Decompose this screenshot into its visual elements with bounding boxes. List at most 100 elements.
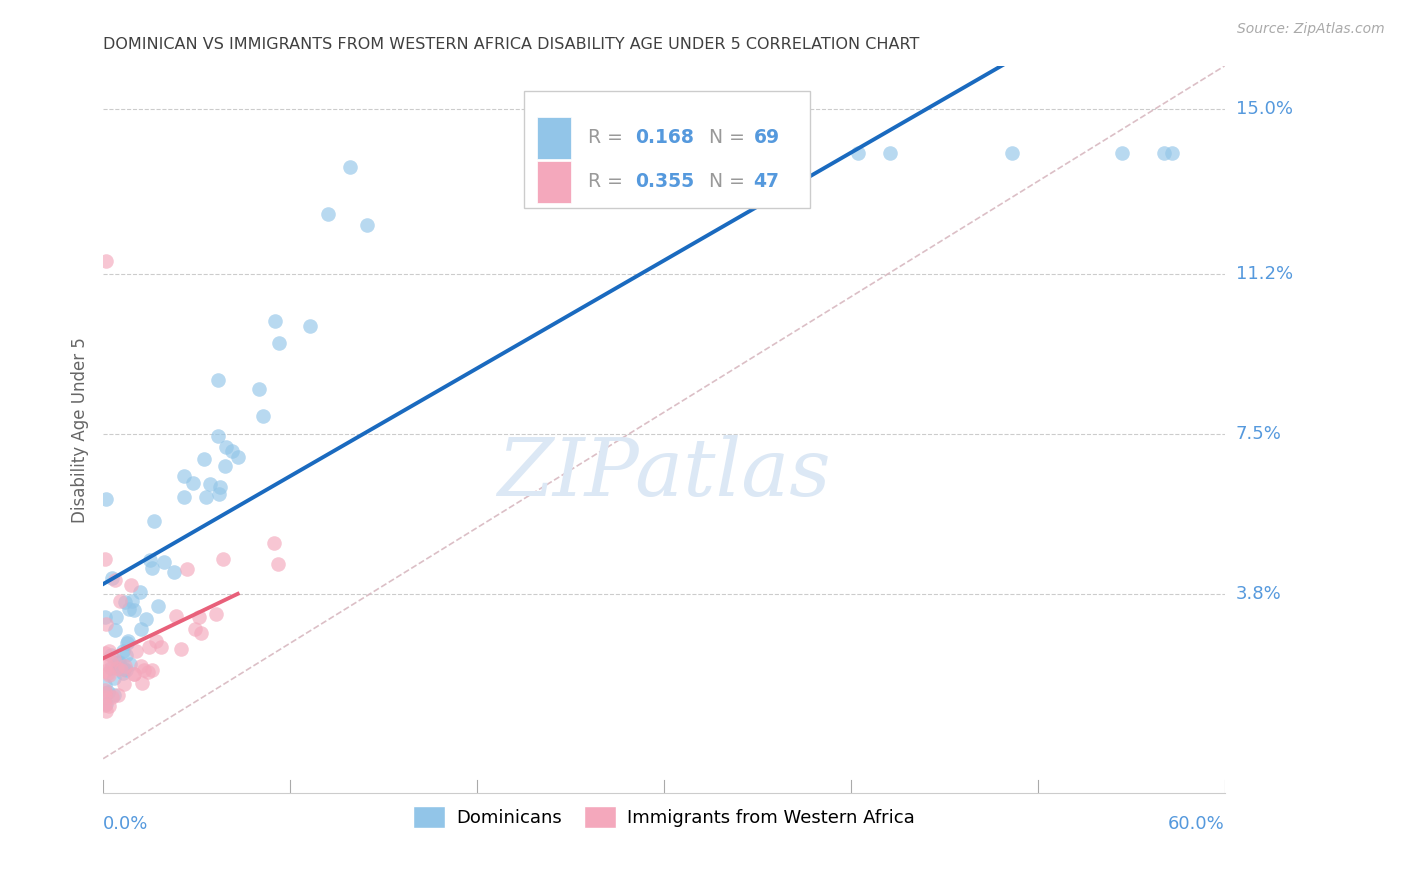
Point bbox=[94, 686, 117, 700]
Text: 47: 47 bbox=[754, 172, 779, 191]
Bar bbox=[537, 161, 571, 202]
Point bbox=[115, 636, 138, 650]
Point bbox=[215, 440, 238, 454]
Text: 7.5%: 7.5% bbox=[1236, 425, 1282, 443]
Point bbox=[135, 612, 157, 626]
Point bbox=[94, 690, 117, 705]
Point bbox=[176, 562, 198, 576]
Point bbox=[267, 335, 290, 350]
Point bbox=[356, 218, 378, 232]
Point bbox=[209, 480, 232, 494]
Point bbox=[264, 313, 287, 327]
Point bbox=[247, 383, 270, 397]
Point bbox=[100, 661, 122, 675]
Point bbox=[103, 651, 125, 665]
Text: DOMINICAN VS IMMIGRANTS FROM WESTERN AFRICA DISABILITY AGE UNDER 5 CORRELATION C: DOMINICAN VS IMMIGRANTS FROM WESTERN AFR… bbox=[103, 37, 920, 53]
Point bbox=[112, 662, 135, 676]
Point bbox=[94, 551, 117, 566]
Text: 0.0%: 0.0% bbox=[103, 815, 149, 833]
Point bbox=[187, 610, 209, 624]
Point bbox=[163, 566, 186, 580]
Point bbox=[541, 145, 564, 160]
Point bbox=[107, 656, 129, 670]
Point bbox=[848, 145, 870, 160]
Point bbox=[118, 657, 141, 671]
Text: 0.168: 0.168 bbox=[634, 128, 693, 147]
Point bbox=[146, 599, 169, 613]
Point bbox=[193, 451, 215, 466]
Point bbox=[94, 657, 117, 671]
Point bbox=[1153, 145, 1175, 160]
Point bbox=[138, 640, 160, 655]
Text: 3.8%: 3.8% bbox=[1236, 585, 1281, 603]
Point bbox=[100, 655, 122, 669]
Point bbox=[879, 145, 901, 160]
Point bbox=[132, 663, 155, 677]
Point bbox=[1161, 145, 1184, 160]
Point bbox=[195, 490, 218, 504]
Point bbox=[252, 409, 274, 423]
Point bbox=[131, 675, 153, 690]
Text: R =: R = bbox=[588, 128, 628, 147]
Point bbox=[131, 622, 153, 636]
Y-axis label: Disability Age Under 5: Disability Age Under 5 bbox=[72, 336, 89, 523]
Point bbox=[610, 145, 633, 160]
Point bbox=[94, 491, 117, 506]
Point bbox=[98, 699, 121, 714]
Point bbox=[114, 663, 136, 677]
Point bbox=[104, 574, 127, 588]
Point bbox=[107, 660, 129, 674]
Point bbox=[212, 552, 235, 566]
Point bbox=[267, 557, 290, 571]
Point bbox=[94, 704, 117, 718]
Point bbox=[100, 648, 122, 662]
Legend: Dominicans, Immigrants from Western Africa: Dominicans, Immigrants from Western Afri… bbox=[406, 798, 922, 835]
Point bbox=[263, 536, 285, 550]
Point bbox=[122, 602, 145, 616]
Point bbox=[111, 666, 134, 681]
Point bbox=[122, 667, 145, 681]
Point bbox=[104, 610, 127, 624]
Point bbox=[153, 555, 176, 569]
Point bbox=[94, 682, 117, 697]
Point bbox=[214, 458, 236, 473]
Point bbox=[96, 253, 118, 268]
Text: N =: N = bbox=[697, 128, 751, 147]
Point bbox=[97, 685, 120, 699]
Point bbox=[129, 584, 152, 599]
Point bbox=[97, 665, 120, 680]
Point bbox=[103, 623, 125, 637]
Point bbox=[94, 664, 117, 678]
Point bbox=[112, 644, 135, 658]
Point bbox=[114, 659, 136, 673]
Point bbox=[115, 648, 138, 663]
Point bbox=[125, 644, 148, 658]
Point bbox=[94, 678, 117, 692]
Point bbox=[149, 640, 172, 654]
FancyBboxPatch shape bbox=[523, 91, 810, 208]
Point bbox=[94, 698, 117, 712]
Text: N =: N = bbox=[697, 172, 751, 191]
Point bbox=[94, 646, 117, 660]
Point bbox=[110, 663, 132, 677]
Point bbox=[118, 601, 141, 615]
Point bbox=[96, 617, 118, 632]
Point bbox=[208, 486, 231, 500]
Text: 60.0%: 60.0% bbox=[1168, 815, 1225, 833]
Point bbox=[129, 658, 152, 673]
Point bbox=[103, 671, 125, 685]
Point bbox=[1001, 145, 1024, 160]
Text: 15.0%: 15.0% bbox=[1236, 100, 1292, 119]
Point bbox=[103, 688, 125, 702]
Point bbox=[98, 668, 121, 682]
Point bbox=[621, 145, 644, 160]
Point bbox=[183, 623, 205, 637]
Point bbox=[173, 468, 195, 483]
Point bbox=[181, 476, 204, 491]
Point bbox=[101, 571, 124, 585]
Bar bbox=[537, 117, 571, 159]
Point bbox=[122, 667, 145, 681]
Point bbox=[107, 689, 129, 703]
Point bbox=[141, 663, 163, 677]
Point bbox=[145, 633, 167, 648]
